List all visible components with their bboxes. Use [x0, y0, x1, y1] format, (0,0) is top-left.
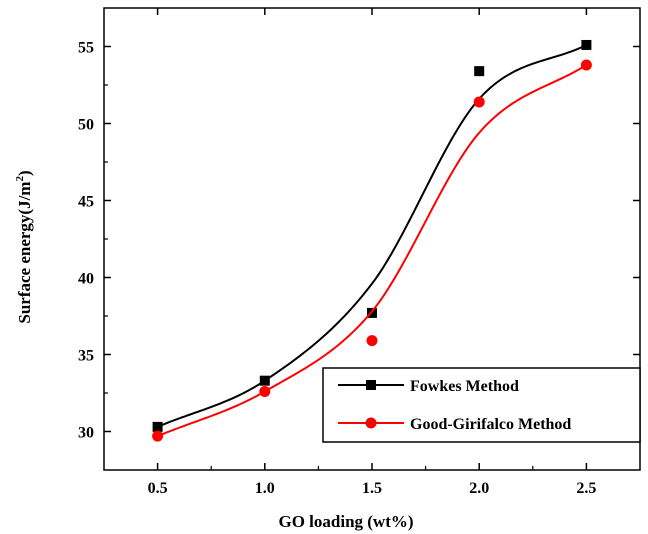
y-tick-label: 45 [78, 194, 94, 211]
y-axis-title-sup: 2 [14, 176, 26, 182]
data-point-good-girifalco-method [366, 335, 378, 347]
x-tick-label: 0.5 [148, 480, 168, 497]
y-tick-label: 55 [78, 40, 94, 57]
data-point-fowkes-method [474, 66, 485, 77]
y-axis-title-close: ) [15, 170, 34, 176]
x-axis-title: GO loading (wt%) [278, 512, 413, 531]
data-point-good-girifalco-method [152, 430, 164, 442]
y-axis-title-main: Surface energy(J/m [15, 182, 34, 324]
y-axis-title: Surface energy(J/m2) [14, 170, 34, 323]
fit-curve-good-girifalco-method [157, 64, 587, 438]
y-axis: 30 35 40 45 50 55 [78, 40, 640, 442]
legend-label-fowkes: Fowkes Method [410, 378, 519, 395]
data-point-fowkes-method [259, 375, 270, 386]
x-tick-label: 1.0 [255, 480, 275, 497]
data-point-good-girifalco-method [473, 96, 485, 108]
x-tick-label: 1.5 [362, 480, 382, 497]
legend-marker-good-girifalco [365, 417, 377, 429]
x-tick-label: 2.5 [576, 480, 596, 497]
series-layer [152, 39, 592, 442]
y-tick-label: 50 [78, 117, 94, 134]
legend: Fowkes Method Good-Girifalco Method [322, 367, 641, 443]
data-point-good-girifalco-method [580, 59, 592, 71]
data-point-good-girifalco-method [259, 385, 271, 397]
legend-label-good-girifalco: Good-Girifalco Method [410, 416, 571, 433]
data-point-fowkes-method [152, 421, 163, 432]
legend-marker-fowkes [366, 380, 376, 390]
data-point-fowkes-method [581, 39, 592, 50]
y-tick-label: 40 [78, 271, 94, 288]
x-tick-label: 2.0 [469, 480, 489, 497]
y-tick-label: 35 [78, 348, 94, 365]
x-axis: 0.5 1.0 1.5 2.0 2.5 [148, 8, 596, 497]
y-tick-label: 30 [78, 425, 94, 442]
fit-curve-fowkes-method [157, 44, 587, 428]
